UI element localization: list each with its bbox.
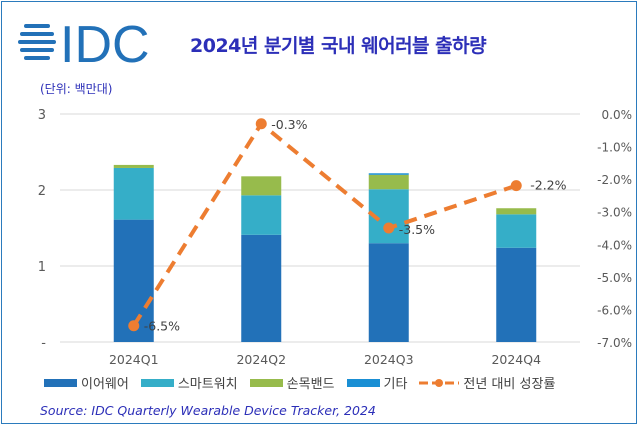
right-tick-label: -2.0%	[597, 173, 632, 187]
chart-title: 2024년 분기별 국내 웨어러블 출하량	[190, 35, 487, 57]
bar-0	[496, 247, 537, 342]
legend-item-earwear: 이어웨어	[44, 373, 129, 392]
bar-2	[496, 208, 537, 215]
legend-line-marker	[419, 378, 460, 387]
left-tick-label: -	[41, 336, 46, 351]
right-tick-label: 0.0%	[602, 108, 633, 122]
legend-label: 전년 대비 성장률	[463, 377, 556, 392]
left-tick-label: 1	[38, 260, 46, 275]
category-label: 2024Q2	[236, 352, 286, 367]
bar-2	[241, 176, 282, 196]
growth-data-label: -6.5%	[144, 319, 180, 334]
legend-item-growth: 전년 대비 성장률	[419, 373, 555, 392]
legend-swatch	[249, 378, 283, 387]
right-tick-label: -3.0%	[597, 206, 632, 220]
right-tick-label: -1.0%	[597, 141, 632, 155]
bar-1	[241, 195, 282, 235]
legend-swatch	[140, 378, 174, 387]
left-tick-label: 2	[38, 184, 46, 199]
legend-item-band: 손목밴드	[249, 373, 335, 392]
legend-label: 손목밴드	[286, 377, 335, 392]
growth-data-label: -0.3%	[271, 117, 307, 132]
logo-text: IDC	[60, 20, 150, 68]
legend-label: 스마트워치	[177, 377, 238, 392]
idc-logo: IDC	[18, 16, 163, 74]
bar-0	[368, 243, 409, 342]
right-tick-label: -7.0%	[597, 336, 632, 350]
right-tick-label: -6.0%	[597, 303, 632, 317]
growth-point	[383, 222, 395, 234]
growth-point	[510, 180, 522, 192]
legend: 이어웨어 스마트워치 손목밴드 기타 전년 대비 성장률	[44, 373, 561, 392]
legend-swatch	[346, 378, 380, 387]
bar-1	[496, 214, 537, 248]
category-label: 2024Q1	[109, 352, 159, 367]
legend-item-smartwatch: 스마트워치	[140, 373, 238, 392]
right-tick-label: -4.0%	[597, 238, 632, 252]
legend-label: 이어웨어	[81, 377, 129, 392]
left-tick-label: 3	[38, 108, 46, 123]
legend-item-other: 기타	[346, 373, 408, 392]
bar-0	[241, 234, 282, 342]
legend-swatch	[44, 378, 77, 387]
bar-2	[368, 174, 409, 190]
bar-1	[113, 167, 154, 220]
bar-3	[368, 173, 409, 175]
source-note: Source: IDC Quarterly Wearable Device Tr…	[40, 403, 376, 418]
growth-point	[128, 320, 140, 332]
category-label: 2024Q4	[491, 352, 541, 367]
right-tick-label: -5.0%	[597, 271, 632, 285]
legend-label: 기타	[383, 377, 408, 392]
growth-point	[255, 118, 267, 130]
unit-label: (단위: 백만대)	[40, 82, 113, 96]
growth-data-label: -2.2%	[530, 178, 566, 193]
growth-data-label: -3.5%	[399, 222, 435, 237]
category-label: 2024Q3	[364, 352, 414, 367]
growth-line	[132, 120, 517, 327]
bar-2	[113, 164, 154, 168]
